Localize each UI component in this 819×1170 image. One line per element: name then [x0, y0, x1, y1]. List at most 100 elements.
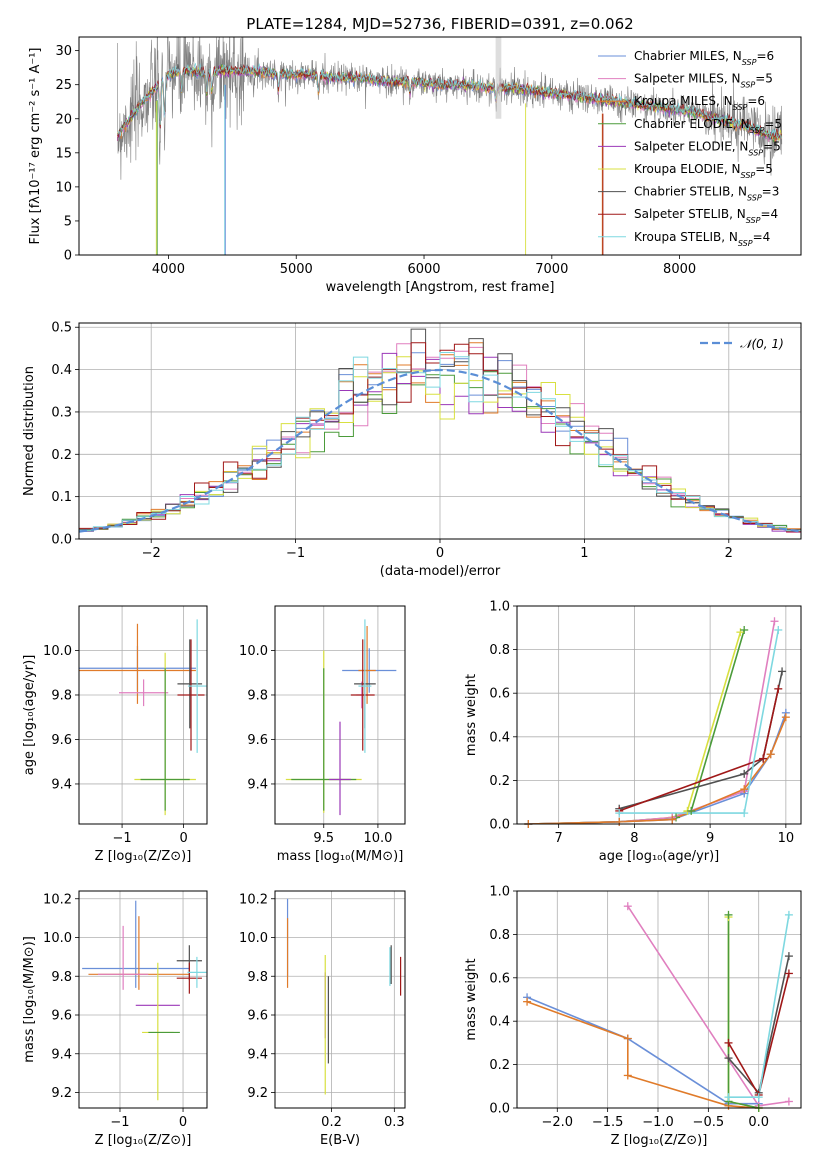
x-tick-label: 0.3	[384, 1115, 405, 1130]
plot-frame	[78, 605, 208, 825]
y-tick-label: 0.8	[489, 643, 510, 658]
plus-marker	[740, 769, 749, 778]
y-tick-label: 9.4	[51, 1047, 72, 1062]
x-tick-label: 0.2	[321, 1115, 342, 1130]
legend-entry: Salpeter MILES, NSSP=5	[634, 72, 773, 90]
mass-vs-Z-panel: −1 0 9.2 9.4 9.6 9.8 10.0 10.2 Z [log₁₀(Z/Z⊙)] ma…	[22, 890, 208, 1148]
mass-weight-line	[727, 914, 759, 1108]
gaussian-curve	[79, 368, 801, 533]
plus-marker	[687, 806, 696, 815]
y-tick-label: 10.0	[239, 644, 268, 659]
plus-marker	[774, 625, 783, 634]
error-bar-point	[97, 925, 149, 990]
y-tick-label: 0.2	[489, 1058, 510, 1073]
y-tick-label: 9.6	[247, 733, 268, 748]
x-tick-label: −2.0	[541, 1115, 573, 1130]
plus-marker	[623, 1034, 632, 1043]
plus-marker	[784, 952, 793, 961]
y-axis-label: mass weight	[464, 674, 479, 756]
error-bar-point	[142, 962, 174, 1101]
mass-vs-EBV-plot-area	[286, 898, 402, 1095]
y-tick-label: 0.4	[489, 1015, 510, 1030]
plus-marker	[668, 815, 677, 824]
plus-marker	[724, 1054, 733, 1063]
legend-entry: Chabrier STELIB, NSSP=3	[634, 185, 779, 203]
y-tick-label: 5	[64, 214, 72, 229]
y-tick-label: 9.4	[247, 1047, 268, 1062]
legend-entry: Salpeter STELIB, NSSP=4	[634, 207, 778, 225]
age-vs-Z-plot-area	[79, 619, 207, 816]
y-tick-label: 0.0	[489, 1102, 510, 1117]
plus-marker	[766, 750, 775, 759]
error-bar-point	[350, 639, 375, 751]
error-bar-point	[82, 900, 190, 988]
mass-vs-Z-plot-area	[82, 900, 207, 1101]
age-vs-mass-panel: 9.5 10.0 9.4 9.6 9.8 10.0 mass [log₁₀(M/M⊙)]	[239, 605, 406, 864]
y-tick-label: 9.6	[51, 733, 72, 748]
y-tick-label: 0.6	[489, 971, 510, 986]
y-tick-label: 10	[55, 180, 72, 195]
y-tick-label: 0.8	[489, 928, 510, 943]
y-tick-label: 9.8	[51, 688, 72, 703]
plot-frame	[516, 890, 802, 1109]
y-tick-label: 0.0	[51, 533, 72, 548]
error-bar-point	[119, 679, 169, 707]
y-tick-label: 0.0	[489, 818, 510, 833]
x-axis-label: Z [log₁₀(Z/Z⊙)]	[95, 1133, 192, 1148]
y-tick-label: 0.4	[489, 730, 510, 745]
legend: Chabrier MILES, NSSP=6 Salpeter MILES, NS…	[598, 49, 782, 247]
plot-frame	[516, 605, 802, 825]
chart-title: PLATE=1284, MJD=52736, FIBERID=0391, z=0…	[246, 15, 633, 33]
x-tick-label: −1	[110, 1115, 129, 1130]
plus-marker	[781, 713, 790, 722]
age-vs-mass-plot-area	[285, 619, 397, 816]
plot-frame	[78, 322, 802, 540]
plus-marker	[724, 1093, 733, 1102]
y-axis-label: Flux [fλ10⁻¹⁷ erg cm⁻² s⁻¹ A⁻¹]	[28, 48, 43, 245]
model-spectrum-line	[117, 63, 782, 139]
x-tick-label: −1.5	[592, 1115, 624, 1130]
y-tick-label: 20	[55, 112, 72, 127]
error-bar-point	[177, 639, 205, 751]
plot-frame	[274, 890, 406, 1109]
error-bar-point	[176, 962, 202, 994]
plot-frame	[274, 605, 406, 825]
mass-weight-line	[528, 712, 787, 824]
x-axis-label: wavelength [Angstrom, rest frame]	[326, 280, 555, 295]
plus-marker	[759, 754, 768, 763]
plus-marker	[754, 1093, 763, 1102]
age-vs-Z-panel: −1 0 9.4 9.6 9.8 10.0 Z [log₁₀(Z/Z⊙)] age [log₁…	[22, 605, 208, 864]
x-tick-label: 0	[436, 546, 444, 561]
x-axis-label: mass [log₁₀(M/M⊙)]	[277, 849, 404, 864]
residual-histogram	[79, 352, 801, 533]
y-tick-label: 10.2	[239, 892, 268, 907]
mass-weight-line	[526, 1000, 759, 1108]
x-tick-label: −1.0	[642, 1115, 674, 1130]
y-tick-label: 9.8	[51, 970, 72, 985]
spectrum-panel: 4000 5000 6000 7000 8000 0 5 10 15 20 25 30 waveleng…	[28, 15, 802, 295]
error-bar-point	[358, 626, 376, 704]
y-tick-label: 10.0	[43, 644, 72, 659]
y-tick-label: 0.2	[489, 774, 510, 789]
legend-entry: Kroupa ELODIE, NSSP=5	[634, 162, 773, 180]
x-tick-label: 8	[630, 831, 638, 846]
mass-weight-vs-Z-panel: −2.0 −1.5 −1.0 −0.5 0.0 0.0 0.2 0.4 0.6 0.8 1.0 Z […	[464, 885, 802, 1148]
x-axis-label: age [log₁₀(age/yr)]	[599, 849, 720, 864]
y-tick-label: 9.8	[247, 688, 268, 703]
x-tick-label: 8000	[663, 262, 696, 277]
y-tick-label: 1.0	[489, 600, 510, 615]
mass-weight-line	[727, 917, 759, 1108]
mass-weight-line	[618, 688, 780, 812]
error-bar-point	[187, 956, 207, 988]
y-tick-label: 1.0	[489, 885, 510, 900]
plus-marker	[724, 1038, 733, 1047]
x-tick-label: 5000	[280, 262, 313, 277]
plus-marker	[784, 969, 793, 978]
legend-entry: Salpeter ELODIE, NSSP=5	[634, 139, 781, 157]
x-axis-label: E(B-V)	[320, 1133, 360, 1148]
plus-marker	[740, 625, 749, 634]
plot-frame	[78, 890, 208, 1109]
y-tick-label: 0.3	[51, 405, 72, 420]
x-tick-label: −0.5	[693, 1115, 725, 1130]
plus-marker	[623, 1071, 632, 1080]
